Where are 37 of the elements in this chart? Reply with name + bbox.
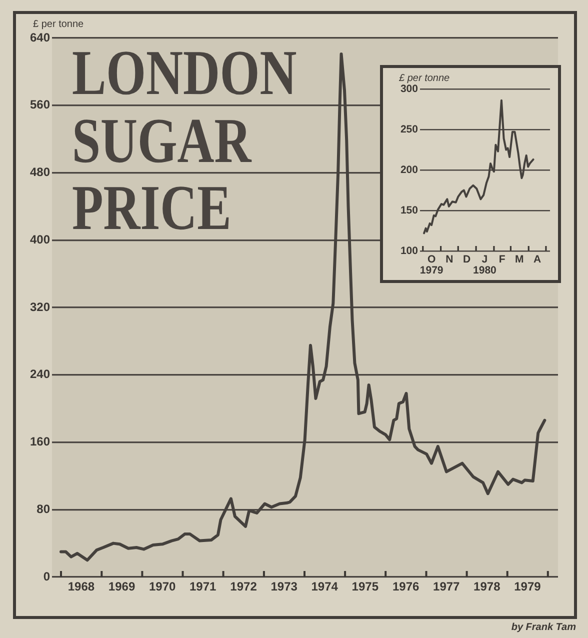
x-tick-label: D xyxy=(463,253,472,266)
x-tick-label: M xyxy=(515,253,524,266)
y-axis-title: £ per tonne xyxy=(33,19,84,31)
x-tick-label: 1972 xyxy=(230,580,258,594)
x-tick-label: A xyxy=(533,253,542,266)
y-axis-title: £ per tonne xyxy=(399,73,450,84)
y-tick-label: 400 xyxy=(30,232,50,246)
x-tick-label: F xyxy=(498,253,506,266)
text: LONDON SUGAR PRICE xyxy=(72,37,297,243)
y-tick-label: 0 xyxy=(43,569,50,584)
x-tick-label: 1973 xyxy=(270,580,298,594)
y-tick-label: 80 xyxy=(36,502,50,516)
y-tick-label: 300 xyxy=(400,82,418,95)
y-tick-label: 560 xyxy=(30,98,50,112)
x-tick-label: 1977 xyxy=(433,580,460,594)
y-tick-label: 480 xyxy=(30,165,50,180)
text: by Frank Tam xyxy=(511,622,576,634)
y-tick-label: 160 xyxy=(30,434,50,449)
y-tick-label: 240 xyxy=(30,367,50,382)
x-tick-label: J 1980 xyxy=(473,253,497,276)
y-tick-label: 250 xyxy=(400,123,418,136)
x-tick-label: 1978 xyxy=(474,580,501,594)
x-tick-label: 1971 xyxy=(190,580,217,594)
y-tick-label: 100 xyxy=(400,244,418,257)
y-tick-label: 640 xyxy=(30,30,50,44)
y-tick-label: 150 xyxy=(400,204,418,216)
x-tick-label: 1976 xyxy=(392,580,420,594)
x-tick-label: 1975 xyxy=(352,580,379,594)
y-tick-label: 200 xyxy=(400,164,418,176)
x-tick-label: 1970 xyxy=(148,580,176,594)
x-tick-label: 1969 xyxy=(108,580,136,594)
x-tick-label: 1974 xyxy=(311,580,338,594)
x-tick-label: N xyxy=(446,253,454,266)
x-tick-label: O 1979 xyxy=(420,253,444,276)
x-tick-label: 1979 xyxy=(514,580,542,594)
y-tick-label: 320 xyxy=(30,300,50,314)
x-tick-label: 1968 xyxy=(68,580,95,594)
